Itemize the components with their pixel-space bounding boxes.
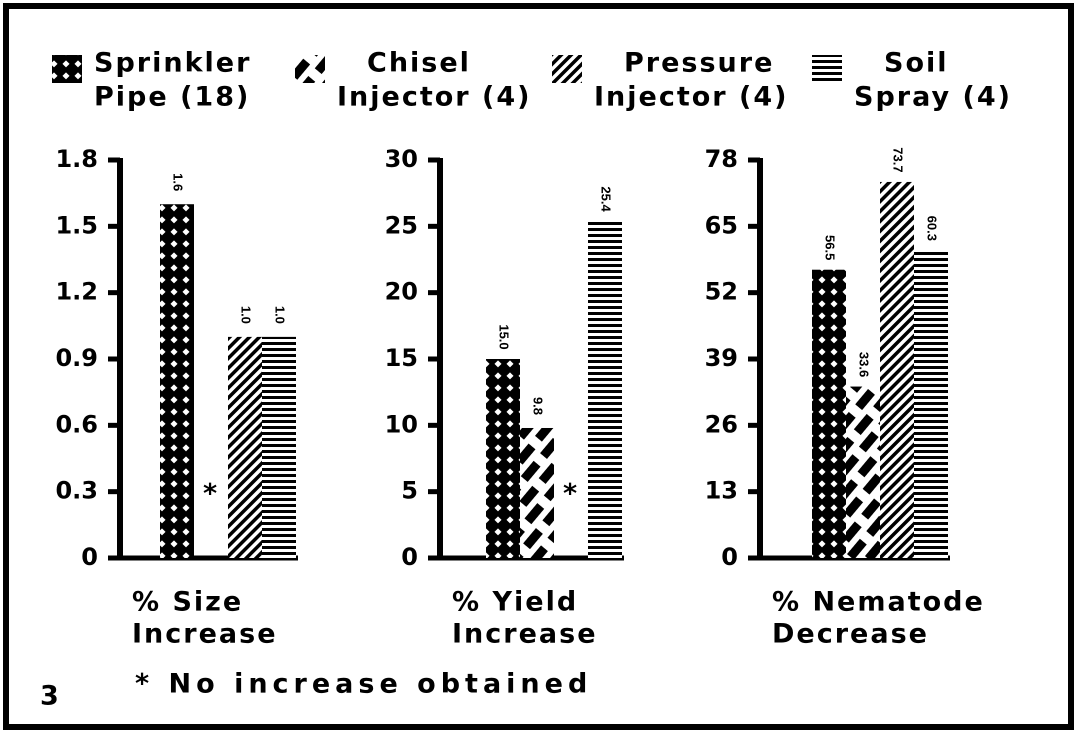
y-tick-label: 1.5: [55, 211, 98, 239]
bar: [228, 336, 262, 558]
bar: [914, 250, 948, 559]
value-label: 33.6: [857, 352, 872, 377]
value-label: 1.0: [239, 306, 254, 324]
y-tick-label: 26: [705, 410, 738, 438]
x-axis-label: % Size: [132, 587, 243, 618]
value-label: 25.4: [599, 186, 614, 212]
value-label: 60.3: [925, 216, 940, 241]
bar: [846, 386, 880, 558]
value-label: 73.7: [891, 147, 906, 172]
legend-label: Soil: [884, 48, 949, 79]
footnote: * No increase obtained: [135, 669, 592, 700]
legend-swatch: [812, 55, 842, 83]
legend-swatch: [552, 55, 582, 83]
y-tick-label: 1.8: [55, 145, 98, 173]
legend-label: Injector (4): [337, 82, 531, 113]
bar: [160, 204, 194, 558]
no-increase-mark: *: [203, 479, 219, 510]
legend-label: Spray (4): [854, 82, 1012, 113]
bar: [262, 336, 296, 558]
y-tick-label: 0: [81, 543, 98, 571]
y-tick-label: 5: [401, 477, 418, 505]
bar: [588, 221, 622, 558]
legend-label: Injector (4): [594, 82, 788, 113]
y-tick-label: 10: [385, 410, 418, 438]
legend-label: Sprinkler: [94, 48, 251, 79]
value-label: 1.6: [171, 173, 186, 191]
y-tick-label: 65: [705, 211, 738, 239]
y-tick-label: 20: [385, 278, 418, 306]
legend-swatch: [295, 55, 325, 83]
y-tick-label: 78: [705, 145, 738, 173]
y-tick-label: 15: [385, 344, 418, 372]
legend-label: Pipe (18): [94, 82, 250, 113]
figure-number: 3: [40, 681, 61, 712]
x-axis-label: Decrease: [772, 619, 929, 650]
bar: [812, 269, 846, 558]
value-label: 1.0: [273, 306, 288, 324]
x-axis-label: % Yield: [452, 587, 578, 618]
legend-label: Pressure: [624, 48, 774, 79]
y-tick-label: 0: [401, 543, 418, 571]
y-tick-label: 0: [721, 543, 738, 571]
y-tick-label: 13: [705, 477, 738, 505]
legend-swatch: [52, 55, 82, 83]
legend-label: Chisel: [367, 48, 471, 79]
no-increase-mark: *: [563, 479, 579, 510]
y-tick-label: 30: [385, 145, 418, 173]
y-tick-label: 1.2: [55, 278, 98, 306]
y-tick-label: 0.9: [55, 344, 98, 372]
y-tick-label: 25: [385, 211, 418, 239]
y-tick-label: 52: [705, 278, 738, 306]
value-label: 15.0: [497, 324, 512, 349]
bar: [486, 359, 520, 558]
x-axis-label: % Nematode: [772, 587, 985, 618]
x-axis-label: Increase: [132, 619, 278, 650]
y-tick-label: 0.3: [55, 477, 98, 505]
y-tick-label: 39: [705, 344, 738, 372]
x-axis-label: Increase: [452, 619, 598, 650]
bar: [880, 181, 914, 558]
y-tick-label: 0.6: [55, 410, 98, 438]
value-label: 56.5: [823, 235, 838, 260]
value-label: 9.8: [531, 397, 546, 415]
bar: [520, 427, 554, 558]
